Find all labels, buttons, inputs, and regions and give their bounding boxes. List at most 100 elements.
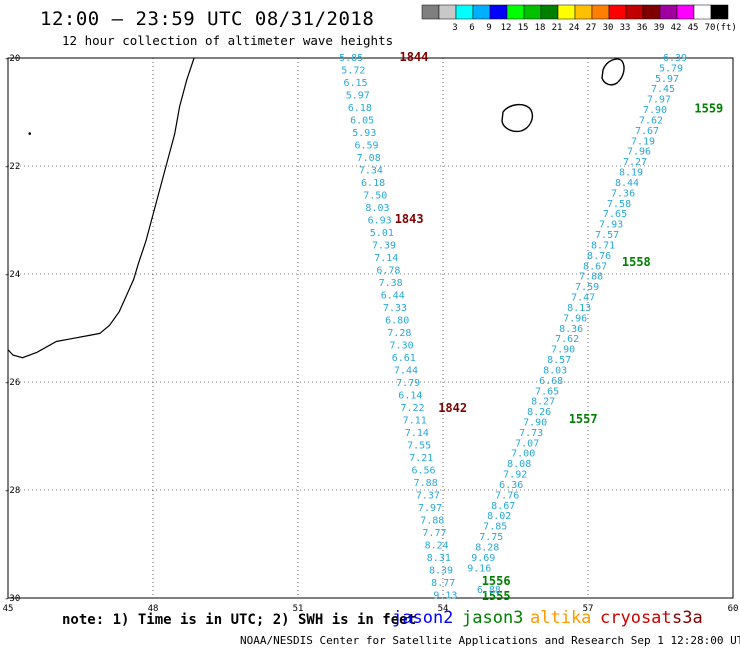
satellite-label-s3a: s3a	[672, 608, 703, 628]
wave-height-value: 7.79	[396, 378, 420, 389]
legend-swatch	[506, 4, 525, 20]
wave-height-value: 7.67	[635, 126, 659, 137]
legend-swatch	[574, 4, 593, 20]
legend-tick-label: 12	[501, 23, 512, 33]
track-pass-label: 1555	[482, 589, 511, 603]
wave-height-value: 5.01	[370, 228, 394, 239]
wave-height-value: 6.44	[381, 290, 405, 301]
legend-tick-label: 15	[518, 23, 529, 33]
legend-swatch	[523, 4, 542, 20]
lat-tick-label: -20	[4, 54, 20, 64]
lat-tick-label: -28	[4, 486, 20, 496]
wave-height-value: 9.13	[433, 590, 457, 601]
wave-height-value: 8.13	[567, 303, 591, 314]
wave-height-value: 7.45	[651, 84, 675, 95]
legend-swatch	[540, 4, 559, 20]
legend-swatch	[659, 4, 678, 20]
credits-footer: NOAA/NESDIS Center for Satellite Applica…	[240, 634, 740, 647]
lat-tick-label: -30	[4, 594, 20, 604]
track-pass-label: 1843	[395, 212, 424, 226]
satellite-label-jason3: jason3	[462, 608, 524, 628]
satellite-label-cryosat: cryosat	[600, 608, 672, 628]
wave-height-value: 6.56	[411, 465, 435, 476]
wave-height-value: 7.58	[607, 199, 631, 210]
wave-height-value: 8.76	[587, 251, 611, 262]
legend-tick-label: 27	[586, 23, 597, 33]
wave-height-value: 8.36	[559, 324, 583, 335]
wave-height-value: 7.14	[405, 428, 429, 439]
satellite-label-jason2: jason2	[392, 608, 454, 628]
track-pass-label: 1557	[569, 412, 598, 426]
wave-height-value: 7.34	[359, 165, 383, 176]
lat-tick-label: -22	[4, 162, 20, 172]
wave-height-value: 7.07	[515, 438, 539, 449]
wave-height-value: 6.14	[398, 390, 422, 401]
legend-swatch	[642, 4, 661, 20]
satellite-label-altika: altika	[530, 608, 592, 628]
wave-height-value: 7.00	[511, 449, 535, 460]
lon-tick-label: 45	[3, 604, 14, 614]
legend-swatch	[489, 4, 508, 20]
wave-height-value: 7.62	[555, 334, 579, 345]
wave-height-value: 6.78	[376, 265, 400, 276]
wave-height-value: 7.28	[387, 328, 411, 339]
wave-height-value: 5.79	[659, 63, 683, 74]
legend-swatch	[421, 4, 440, 20]
wave-height-value: 7.37	[416, 490, 440, 501]
track-pass-label: 1556	[482, 574, 511, 588]
wave-height-value: 7.88	[414, 478, 438, 489]
map-title: 12:00 – 23:59 UTC 08/31/2018	[40, 8, 375, 30]
legend-swatch	[591, 4, 610, 20]
map-frame	[7, 57, 734, 599]
legend-tick-label: 6	[469, 23, 474, 33]
legend-swatch	[693, 4, 712, 20]
track-pass-label: 1842	[438, 401, 467, 415]
legend-tick-label: 30	[603, 23, 614, 33]
legend-swatch	[438, 4, 457, 20]
wave-height-value: 8.03	[543, 365, 567, 376]
wave-height-value: 7.19	[631, 136, 655, 147]
wave-height-value: 6.05	[350, 115, 374, 126]
wave-height-value: 6.39	[663, 53, 687, 64]
wave-height-value: 6.80	[385, 315, 409, 326]
legend-swatch	[472, 4, 491, 20]
track-pass-label: 1559	[694, 101, 723, 115]
reunion-island	[501, 103, 534, 133]
legend-tick-label: 9	[486, 23, 491, 33]
wave-height-value: 8.28	[475, 542, 499, 553]
wave-height-value: 7.96	[563, 313, 587, 324]
wave-height-value: 7.11	[403, 415, 427, 426]
wave-height-value: 7.22	[400, 403, 424, 414]
lat-tick-label: -26	[4, 378, 20, 388]
wave-height-value: 7.76	[495, 490, 519, 501]
wave-height-value: 7.38	[379, 278, 403, 289]
wave-height-value: 7.14	[374, 253, 398, 264]
wave-height-value: 7.90	[643, 105, 667, 116]
wave-height-value: 8.39	[429, 565, 453, 576]
wave-height-value: 6.93	[368, 215, 392, 226]
wave-height-value: 7.55	[407, 440, 431, 451]
legend-tick-label: 24	[569, 23, 580, 33]
wave-height-value: 6.88	[477, 585, 501, 596]
wave-height-value: 6.18	[361, 178, 385, 189]
wave-height-value: 7.44	[394, 365, 418, 376]
legend-tick-label: 39	[654, 23, 665, 33]
wave-height-value: 7.21	[409, 453, 433, 464]
legend-tick-label: 21	[552, 23, 563, 33]
wave-height-value: 8.08	[507, 459, 531, 470]
wave-height-value: 5.93	[352, 128, 376, 139]
lon-tick-label: 57	[583, 604, 594, 614]
wave-height-value: 8.24	[425, 540, 449, 551]
wave-height-value: 7.59	[575, 282, 599, 293]
wave-height-value: 6.59	[354, 140, 378, 151]
madagascar-coastline	[7, 57, 195, 359]
wave-height-value: 7.36	[611, 188, 635, 199]
wave-height-value: 6.36	[499, 480, 523, 491]
legend-swatch	[608, 4, 627, 20]
wave-height-value: 7.65	[535, 386, 559, 397]
track-pass-label: 1844	[400, 50, 429, 64]
wave-height-value: 9.16	[467, 563, 491, 574]
wave-height-value: 7.65	[603, 209, 627, 220]
wave-height-value: 7.92	[503, 470, 527, 481]
